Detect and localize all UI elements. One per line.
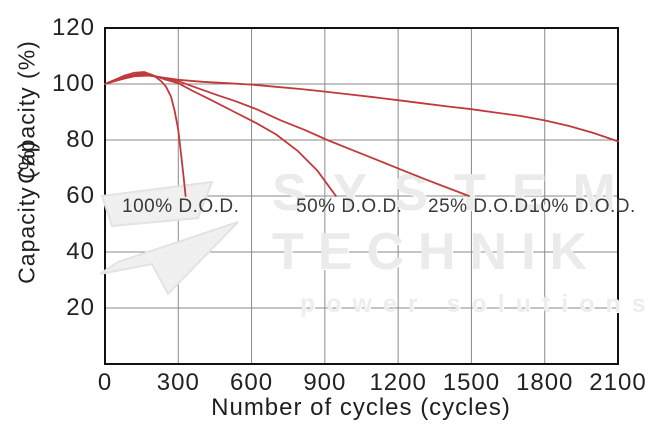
x-tick-label: 1800 [516, 369, 574, 396]
x-tick-label: 0 [97, 369, 113, 396]
y-tick-label: 80 [66, 126, 95, 153]
x-tick-label: 1200 [369, 369, 427, 396]
y-tick-label: 60 [66, 182, 95, 209]
y-axis-title-upper: Capacity (%) [13, 40, 40, 184]
watermark-line-1: SYSTEM [272, 164, 642, 222]
y-tick-label: 20 [66, 294, 95, 321]
dod-annotation: 10% D.O.D. [529, 196, 636, 218]
curve-10-d-o-d [104, 74, 619, 143]
y-tick-label: 100 [51, 70, 95, 97]
y-tick-label: 40 [66, 238, 95, 265]
x-tick-label: 1500 [442, 369, 501, 396]
curve-100-d-o-d [104, 71, 187, 197]
x-tick-label: 600 [230, 369, 274, 396]
curve-25-d-o-d [104, 73, 470, 197]
x-tick-label: 300 [156, 369, 200, 396]
dod-annotation: 25% D.O.D. [428, 196, 535, 218]
y-tick-label: 120 [51, 14, 95, 41]
dod-annotation: 100% D.O.D. [122, 196, 240, 218]
curve-50-d-o-d [104, 72, 337, 197]
x-tick-label: 900 [303, 369, 347, 396]
watermark-line-2: TECHNIK [272, 223, 602, 281]
watermark-line-3: power solutions [300, 290, 657, 318]
x-axis-title: Number of cycles (cycles) [211, 394, 511, 421]
x-tick-label: 2100 [589, 369, 647, 396]
dod-annotation: 50% D.O.D. [296, 196, 403, 218]
